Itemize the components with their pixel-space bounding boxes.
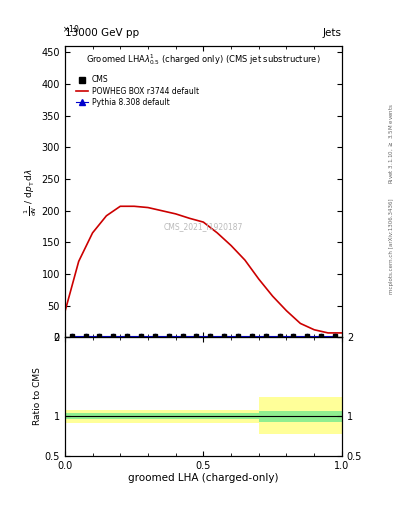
Text: Rivet 3.1.10, $\geq$ 3.5M events: Rivet 3.1.10, $\geq$ 3.5M events: [387, 103, 393, 184]
Y-axis label: $\frac{1}{\mathrm{d}N}$ / $\mathrm{d}p_{\mathrm{T}}\,\mathrm{d}\lambda$: $\frac{1}{\mathrm{d}N}$ / $\mathrm{d}p_{…: [22, 168, 39, 216]
Text: CMS_2021_I1920187: CMS_2021_I1920187: [164, 222, 243, 231]
Text: 13000 GeV pp: 13000 GeV pp: [65, 28, 139, 38]
Text: Jets: Jets: [323, 28, 342, 38]
Legend: CMS, POWHEG BOX r3744 default, Pythia 8.308 default: CMS, POWHEG BOX r3744 default, Pythia 8.…: [74, 73, 201, 110]
Text: $\times 10$: $\times 10$: [62, 24, 80, 34]
X-axis label: groomed LHA (charged-only): groomed LHA (charged-only): [128, 473, 279, 483]
Text: Groomed LHA$\lambda^{1}_{0.5}$ (charged only) (CMS jet substructure): Groomed LHA$\lambda^{1}_{0.5}$ (charged …: [86, 52, 321, 67]
Y-axis label: Ratio to CMS: Ratio to CMS: [33, 368, 42, 425]
Text: mcplots.cern.ch [arXiv:1306.3436]: mcplots.cern.ch [arXiv:1306.3436]: [389, 198, 393, 293]
